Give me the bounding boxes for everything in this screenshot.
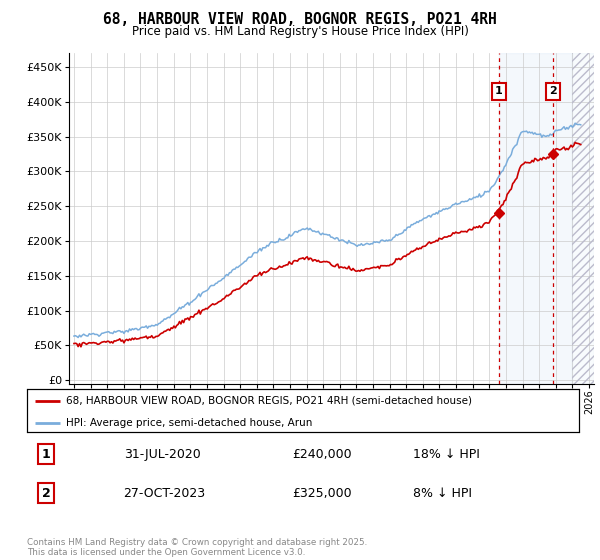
Text: Price paid vs. HM Land Registry's House Price Index (HPI): Price paid vs. HM Land Registry's House … bbox=[131, 25, 469, 38]
Text: 1: 1 bbox=[495, 86, 503, 96]
Text: 1: 1 bbox=[42, 447, 50, 461]
Text: £325,000: £325,000 bbox=[292, 487, 352, 500]
Bar bbox=[499, 53, 572, 384]
Bar bbox=[572, 53, 594, 384]
Bar bbox=[572, 53, 594, 384]
Text: 2: 2 bbox=[42, 487, 50, 500]
Text: HPI: Average price, semi-detached house, Arun: HPI: Average price, semi-detached house,… bbox=[65, 418, 312, 428]
Text: 31-JUL-2020: 31-JUL-2020 bbox=[124, 447, 200, 461]
Text: 2: 2 bbox=[549, 86, 557, 96]
Text: £240,000: £240,000 bbox=[292, 447, 352, 461]
Text: 8% ↓ HPI: 8% ↓ HPI bbox=[413, 487, 472, 500]
Text: 18% ↓ HPI: 18% ↓ HPI bbox=[413, 447, 480, 461]
Text: 68, HARBOUR VIEW ROAD, BOGNOR REGIS, PO21 4RH: 68, HARBOUR VIEW ROAD, BOGNOR REGIS, PO2… bbox=[103, 12, 497, 27]
Text: 68, HARBOUR VIEW ROAD, BOGNOR REGIS, PO21 4RH (semi-detached house): 68, HARBOUR VIEW ROAD, BOGNOR REGIS, PO2… bbox=[65, 396, 472, 406]
Text: 27-OCT-2023: 27-OCT-2023 bbox=[124, 487, 206, 500]
Text: Contains HM Land Registry data © Crown copyright and database right 2025.
This d: Contains HM Land Registry data © Crown c… bbox=[27, 538, 367, 557]
